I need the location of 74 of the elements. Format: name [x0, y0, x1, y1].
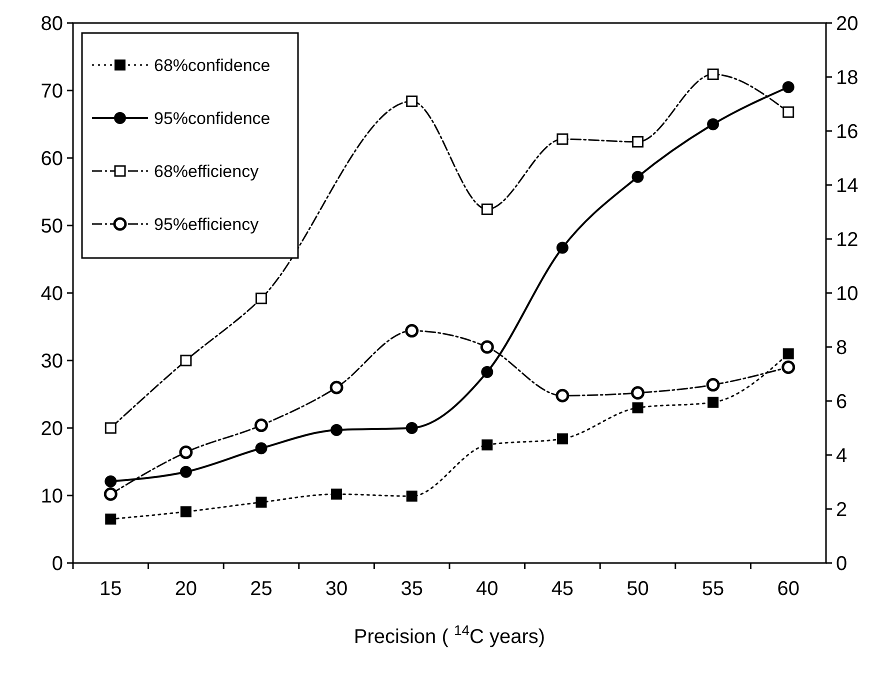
x-tick-label: 20: [174, 578, 198, 600]
point: [254, 418, 268, 432]
point: [256, 496, 267, 508]
y2-tick-label: 8: [836, 337, 848, 359]
x-tick-label: 50: [626, 578, 649, 600]
point: [482, 439, 493, 450]
x-tick-label: 30: [325, 578, 348, 600]
point: [632, 136, 644, 148]
y2-tick-label: 0: [836, 553, 848, 575]
point: [782, 360, 796, 374]
y2-tick-label: 14: [836, 175, 858, 197]
y2-tick-label: 10: [836, 283, 858, 305]
point: [330, 424, 343, 436]
legend-label: 68%confidence: [154, 56, 270, 75]
y-tick-label: 60: [40, 148, 63, 170]
point: [180, 354, 192, 366]
point: [180, 466, 192, 478]
point: [631, 386, 644, 400]
point: [405, 324, 419, 338]
y2-tick-label: 16: [836, 121, 858, 143]
point: [104, 422, 116, 434]
point: [632, 170, 644, 183]
point: [180, 506, 192, 518]
y-tick-label: 70: [40, 80, 63, 102]
point: [179, 446, 193, 460]
point: [256, 292, 267, 304]
y-tick-label: 40: [40, 283, 63, 305]
point: [632, 402, 644, 414]
legend-label: 95%confidence: [154, 108, 270, 128]
point: [481, 366, 494, 378]
y-tick-label: 20: [40, 418, 63, 440]
y-tick-label: 80: [40, 13, 63, 35]
y2-tick-label: 20: [836, 13, 858, 35]
x-tick-label: 40: [476, 578, 498, 600]
point: [480, 340, 494, 354]
x-tick-label: 35: [400, 578, 423, 600]
y2-tick-label: 6: [836, 391, 848, 413]
point: [330, 380, 344, 394]
y-tick-label: 50: [40, 216, 63, 238]
point: [556, 242, 568, 254]
point: [481, 204, 493, 216]
x-tick-label: 60: [777, 578, 800, 600]
point: [556, 433, 568, 444]
x-tick-label: 45: [551, 578, 574, 600]
y-tick-label: 10: [40, 486, 63, 508]
x-tick-label: 55: [702, 578, 724, 600]
point: [105, 514, 116, 525]
legend-label: 95%efficiency: [154, 214, 260, 234]
point: [782, 348, 794, 360]
x-tick-label: 15: [100, 578, 122, 600]
point: [707, 118, 720, 130]
x-axis-title: Precision ( $^{14}$C years): [354, 622, 546, 648]
point: [406, 490, 418, 502]
point: [406, 96, 418, 108]
y2-tick-label: 4: [836, 445, 848, 467]
y-tick-label: 30: [40, 350, 63, 372]
y-tick-label: 0: [52, 553, 63, 575]
legend-label: 68%efficiency: [154, 162, 260, 181]
y2-tick-label: 12: [836, 229, 858, 251]
point: [706, 378, 720, 392]
point: [707, 68, 719, 80]
point: [556, 388, 570, 402]
point: [104, 475, 117, 488]
y2-tick-label: 2: [836, 499, 848, 521]
point: [331, 488, 342, 500]
point: [782, 106, 794, 118]
x-tick-label: 25: [250, 578, 272, 600]
point: [782, 81, 794, 94]
point: [406, 422, 418, 434]
point: [708, 396, 719, 408]
point: [255, 442, 268, 454]
point: [556, 133, 568, 145]
y2-tick-label: 18: [836, 67, 858, 89]
point: [104, 487, 118, 501]
